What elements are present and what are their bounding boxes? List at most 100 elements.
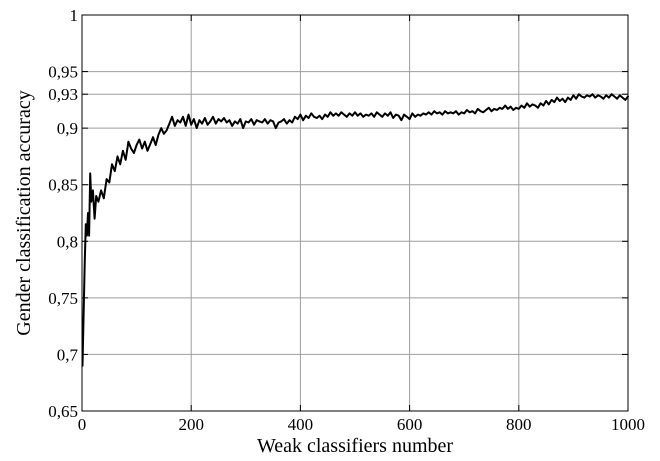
- x-tick-label: 800: [506, 415, 532, 434]
- data-point: [234, 120, 236, 122]
- data-point: [253, 124, 255, 126]
- data-point: [523, 107, 525, 109]
- data-point: [488, 107, 490, 109]
- data-point: [100, 189, 102, 191]
- data-point: [354, 111, 356, 113]
- data-point: [398, 115, 400, 117]
- data-point: [387, 115, 389, 117]
- data-point: [608, 97, 610, 99]
- data-point: [86, 235, 88, 237]
- data-point: [460, 111, 463, 113]
- data-point: [548, 103, 550, 105]
- data-point: [275, 127, 277, 129]
- data-point: [381, 116, 383, 118]
- data-point: [531, 103, 534, 105]
- data-point: [94, 218, 96, 220]
- data-point: [201, 123, 203, 125]
- data-point: [299, 114, 301, 116]
- data-point: [343, 114, 345, 116]
- data-point: [220, 120, 222, 122]
- data-point: [362, 116, 364, 118]
- data-point: [422, 112, 424, 114]
- data-point: [540, 102, 542, 104]
- data-point: [348, 112, 351, 114]
- data-point: [122, 150, 124, 152]
- data-point: [400, 119, 402, 121]
- data-point: [179, 121, 181, 124]
- data-point: [288, 119, 291, 121]
- data-point: [570, 99, 572, 101]
- data-point: [318, 115, 321, 117]
- data-point: [308, 117, 310, 119]
- data-point: [146, 150, 149, 152]
- data-point: [411, 112, 413, 114]
- data-point: [87, 212, 89, 214]
- data-point: [471, 110, 473, 112]
- data-point: [591, 93, 594, 95]
- data-point: [97, 201, 99, 203]
- data-point: [185, 125, 187, 127]
- data-point: [553, 101, 555, 103]
- data-point: [611, 93, 613, 95]
- data-point: [92, 189, 94, 191]
- x-tick-label: 400: [288, 415, 314, 434]
- data-point: [466, 109, 468, 111]
- data-point: [127, 141, 129, 143]
- data-point: [567, 97, 569, 99]
- data-point: [403, 114, 405, 116]
- data-point: [130, 147, 132, 150]
- data-point: [310, 112, 312, 114]
- data-point: [207, 124, 209, 126]
- data-point: [157, 134, 159, 136]
- data-point: [493, 108, 495, 110]
- data-point: [108, 181, 110, 184]
- data-point: [106, 178, 108, 180]
- y-tick-label: 0,7: [57, 345, 79, 364]
- x-tick-label: 600: [397, 415, 423, 434]
- data-point: [297, 118, 299, 120]
- data-point: [351, 115, 353, 117]
- data-point: [283, 118, 285, 120]
- data-point: [526, 102, 528, 104]
- data-point: [463, 112, 465, 114]
- data-point: [90, 201, 92, 203]
- data-point: [589, 95, 591, 98]
- data-point: [242, 127, 244, 129]
- data-point: [359, 112, 362, 114]
- data-point: [166, 129, 168, 131]
- data-point: [272, 120, 274, 122]
- y-tick-label: 0,9: [57, 119, 78, 138]
- data-point: [332, 115, 334, 117]
- data-point: [193, 118, 195, 120]
- data-point: [594, 97, 596, 99]
- data-point: [485, 109, 487, 111]
- data-point: [392, 117, 394, 119]
- data-point: [586, 94, 588, 96]
- x-tick-label: 200: [178, 415, 204, 434]
- data-point: [168, 123, 170, 125]
- data-point: [384, 112, 386, 114]
- data-point: [141, 147, 143, 150]
- data-point: [581, 95, 583, 98]
- series-line: [81, 93, 629, 367]
- data-point: [149, 143, 151, 145]
- data-point: [85, 223, 87, 225]
- data-point: [160, 127, 162, 129]
- data-point: [177, 119, 179, 121]
- data-point: [267, 123, 269, 125]
- data-point: [520, 104, 523, 107]
- data-point: [474, 112, 476, 114]
- data-point: [439, 111, 441, 113]
- data-point: [572, 94, 575, 96]
- data-point: [406, 116, 408, 118]
- data-point: [138, 138, 140, 141]
- data-point: [501, 108, 503, 110]
- data-point: [256, 119, 258, 121]
- data-point: [512, 109, 514, 111]
- data-point: [209, 120, 211, 122]
- data-point: [280, 120, 282, 122]
- data-point: [278, 121, 280, 124]
- data-point: [600, 95, 602, 98]
- data-point: [258, 120, 261, 122]
